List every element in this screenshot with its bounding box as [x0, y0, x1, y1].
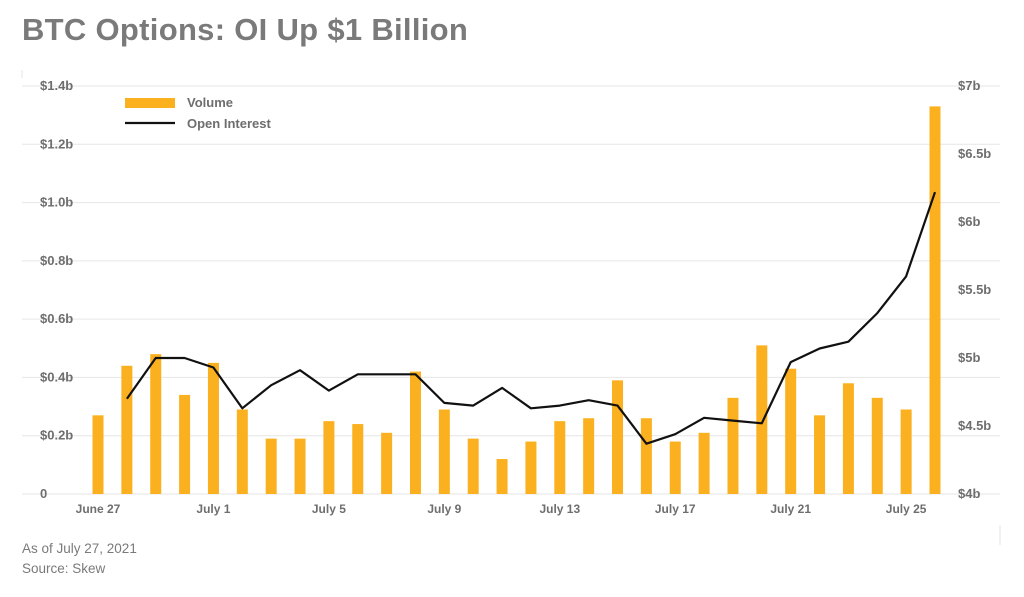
x-tick-label: July 5 — [312, 502, 346, 516]
volume-bar — [583, 418, 595, 494]
volume-bar — [207, 362, 219, 494]
volume-bar — [294, 438, 306, 494]
x-tick-label: June 27 — [76, 502, 121, 516]
volume-bar — [727, 397, 739, 494]
y-left-tick-label: $1.2b — [40, 136, 73, 151]
legend-label-open-interest: Open Interest — [187, 116, 271, 131]
volume-bar — [496, 459, 508, 494]
y-right-tick-label: $4b — [958, 486, 980, 501]
volume-bar — [179, 394, 191, 494]
volume-bar — [438, 409, 450, 494]
y-left-tick-label: $1.0b — [40, 195, 73, 210]
volume-bar — [236, 409, 248, 494]
volume-bar — [842, 383, 854, 494]
as-of-note: As of July 27, 2021 — [22, 541, 137, 556]
x-tick-label: July 13 — [539, 502, 580, 516]
y-left-tick-label: $0.2b — [40, 428, 73, 443]
volume-bar — [612, 380, 624, 494]
volume-bar — [669, 441, 681, 494]
legend-label-volume: Volume — [187, 95, 233, 110]
y-left-tick-label: 0 — [40, 486, 47, 501]
volume-bar — [785, 368, 797, 494]
open-interest-line — [126, 191, 937, 445]
x-tick-label: July 9 — [427, 502, 461, 516]
volume-bar — [814, 415, 826, 494]
volume-bar — [409, 371, 421, 494]
volume-bar — [640, 418, 652, 494]
volume-bar — [467, 438, 479, 494]
y-right-tick-label: $7b — [958, 78, 980, 93]
volume-bar — [323, 421, 335, 494]
volume-bar — [756, 345, 768, 494]
volume-bar — [698, 432, 710, 494]
legend-swatch-volume — [125, 98, 175, 108]
volume-bar — [352, 424, 364, 494]
y-right-tick-label: $5b — [958, 350, 980, 365]
y-right-tick-label: $4.5b — [958, 418, 991, 433]
chart-title: BTC Options: OI Up $1 Billion — [22, 12, 469, 47]
volume-bar — [381, 432, 393, 494]
y-left-tick-label: $1.4b — [40, 78, 73, 93]
volume-bar — [900, 409, 912, 494]
y-right-tick-label: $5.5b — [958, 282, 991, 297]
y-right-tick-label: $6.5b — [958, 146, 991, 161]
y-left-tick-label: $0.4b — [40, 369, 73, 384]
x-tick-label: July 25 — [886, 502, 927, 516]
volume-bar — [929, 106, 941, 495]
volume-bar — [265, 438, 277, 494]
x-tick-label: July 1 — [196, 502, 230, 516]
x-tick-label: July 21 — [770, 502, 811, 516]
source-note: Source: Skew — [22, 561, 106, 576]
volume-bar — [554, 421, 566, 494]
volume-bar — [92, 415, 104, 494]
volume-bar — [121, 365, 133, 494]
x-tick-label: July 17 — [655, 502, 696, 516]
y-left-tick-label: $0.8b — [40, 253, 73, 268]
y-left-tick-label: $0.6b — [40, 311, 73, 326]
volume-bar — [150, 354, 162, 494]
y-right-tick-label: $6b — [958, 214, 980, 229]
volume-bar — [871, 397, 883, 494]
volume-bar — [525, 441, 537, 494]
